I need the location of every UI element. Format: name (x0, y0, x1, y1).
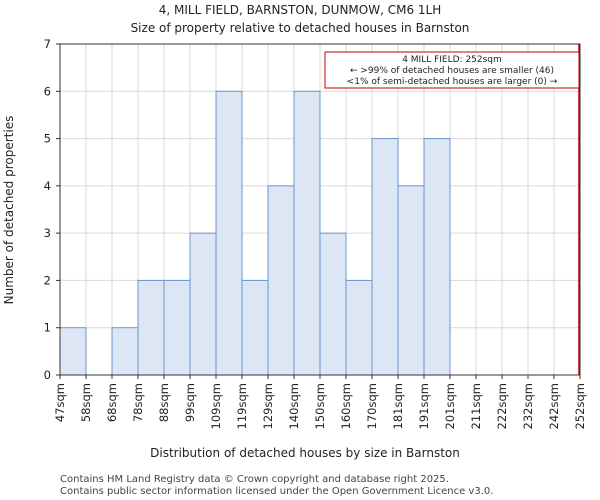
x-tick-label: 222sqm (495, 383, 509, 429)
bars (59, 90, 451, 376)
bar-129sqm (267, 185, 295, 376)
x-tick-label: 232sqm (521, 383, 535, 429)
x-tick-label: 211sqm (469, 383, 483, 429)
bar-68sqm (111, 327, 139, 376)
bar-160sqm (345, 279, 373, 376)
footer-line-2: Contains public sector information licen… (60, 486, 493, 497)
x-tick-label: 119sqm (235, 383, 249, 429)
x-tick-label: 252sqm (573, 383, 587, 429)
bar-191sqm (423, 138, 451, 376)
bar-78sqm (137, 279, 165, 376)
bar-99sqm (189, 232, 217, 376)
x-axis-ticks: 47sqm 58sqm 68sqm 78sqm 88sqm 99sqm 109sqm 119s… (53, 375, 587, 429)
chart-subtitle: Size of property relative to detached ho… (131, 21, 470, 35)
x-tick-label: 58sqm (79, 383, 93, 422)
y-tick-label: 4 (44, 179, 51, 193)
marker-annotation-line: <1% of semi-detached houses are larger (… (347, 77, 558, 87)
x-tick-label: 78sqm (131, 383, 145, 422)
bar-119sqm (241, 279, 269, 376)
marker-annotation-line: 4 MILL FIELD: 252sqm (402, 55, 502, 65)
y-axis-title: Number of detached properties (2, 116, 16, 305)
y-axis-ticks: 0 1 2 3 4 5 6 7 (44, 37, 60, 382)
bar-150sqm (319, 232, 347, 376)
chart-title: 4, MILL FIELD, BARNSTON, DUNMOW, CM6 1LH (159, 3, 442, 17)
x-tick-label: 47sqm (53, 383, 67, 422)
x-tick-label: 129sqm (261, 383, 275, 429)
marker-annotation-box (324, 51, 580, 89)
bar-109sqm (215, 90, 243, 376)
x-tick-label: 242sqm (547, 383, 561, 429)
y-tick-label: 5 (44, 132, 51, 146)
marker-annotation-line: ← >99% of detached houses are smaller (4… (350, 66, 554, 76)
y-tick-label: 2 (44, 273, 51, 287)
x-tick-label: 99sqm (183, 383, 197, 422)
x-tick-label: 170sqm (365, 383, 379, 429)
x-tick-label: 201sqm (443, 383, 457, 429)
bar-47sqm (59, 327, 87, 376)
bar-170sqm (371, 138, 399, 376)
bar-140sqm (293, 90, 321, 376)
x-tick-label: 88sqm (157, 383, 171, 422)
bar-181sqm (397, 185, 425, 376)
y-tick-label: 0 (44, 368, 51, 382)
x-tick-label: 68sqm (105, 383, 119, 422)
x-axis-title: Distribution of detached houses by size … (150, 446, 460, 460)
y-tick-label: 7 (44, 37, 51, 51)
y-tick-label: 6 (44, 84, 51, 98)
property-marker: 4 MILL FIELD: 252sqm← >99% of detached h… (324, 44, 580, 375)
x-tick-label: 191sqm (417, 383, 431, 429)
x-tick-label: 160sqm (339, 383, 353, 429)
footer-line-1: Contains HM Land Registry data © Crown c… (60, 474, 449, 485)
y-tick-label: 3 (44, 226, 51, 240)
x-tick-label: 140sqm (287, 383, 301, 429)
bar-88sqm (163, 279, 191, 376)
x-tick-label: 150sqm (313, 383, 327, 429)
x-tick-label: 109sqm (209, 383, 223, 429)
x-tick-label: 181sqm (391, 383, 405, 429)
y-tick-label: 1 (44, 321, 51, 335)
